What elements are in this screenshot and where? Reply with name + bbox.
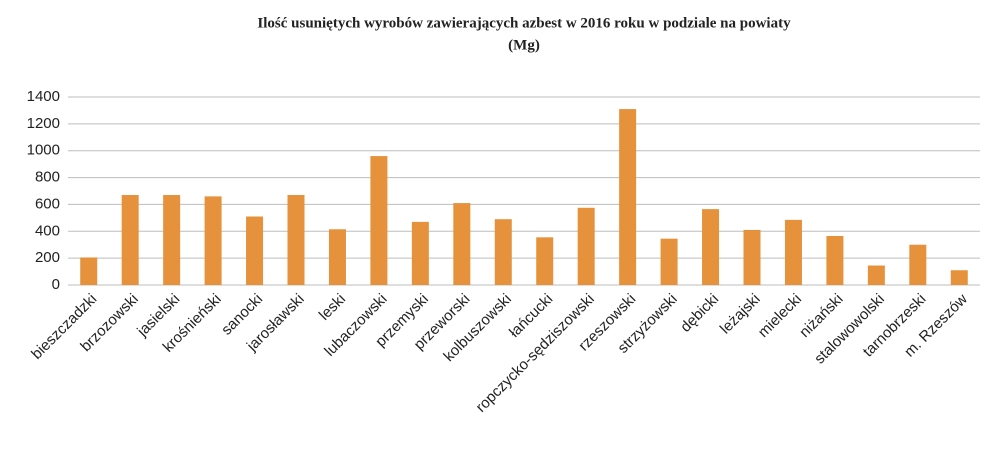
x-tick-label: mielecki xyxy=(755,291,805,341)
bar xyxy=(163,195,181,285)
bar xyxy=(204,196,222,285)
bar xyxy=(909,244,927,285)
bar xyxy=(619,109,637,285)
bar xyxy=(494,219,512,285)
y-tick-label: 1400 xyxy=(27,88,60,105)
bar xyxy=(287,195,305,285)
bar xyxy=(536,237,554,285)
bar xyxy=(660,238,678,285)
bar xyxy=(80,257,98,285)
bar xyxy=(702,209,720,285)
chart-title: Ilość usuniętych wyrobów zawierających a… xyxy=(257,15,791,31)
bar xyxy=(867,265,885,285)
y-tick-label: 0 xyxy=(52,276,60,293)
y-tick-label: 600 xyxy=(35,195,60,212)
bar xyxy=(121,195,139,285)
bar xyxy=(743,229,761,285)
bar xyxy=(246,216,264,285)
chart-subtitle: (Mg) xyxy=(508,37,540,53)
bar xyxy=(826,235,844,285)
x-tick-label: dębicki xyxy=(677,291,722,336)
y-tick-label: 800 xyxy=(35,169,60,186)
bar xyxy=(784,219,802,285)
bar xyxy=(328,229,346,285)
y-tick-label: 1000 xyxy=(27,142,60,159)
y-tick-label: 200 xyxy=(35,249,60,266)
bar xyxy=(453,203,471,285)
bar xyxy=(411,221,429,285)
bar xyxy=(577,207,595,285)
y-tick-label: 1200 xyxy=(27,115,60,132)
bar xyxy=(950,270,968,285)
y-tick-label: 400 xyxy=(35,222,60,239)
bar xyxy=(370,156,388,285)
x-tick-label: leski xyxy=(316,291,349,324)
